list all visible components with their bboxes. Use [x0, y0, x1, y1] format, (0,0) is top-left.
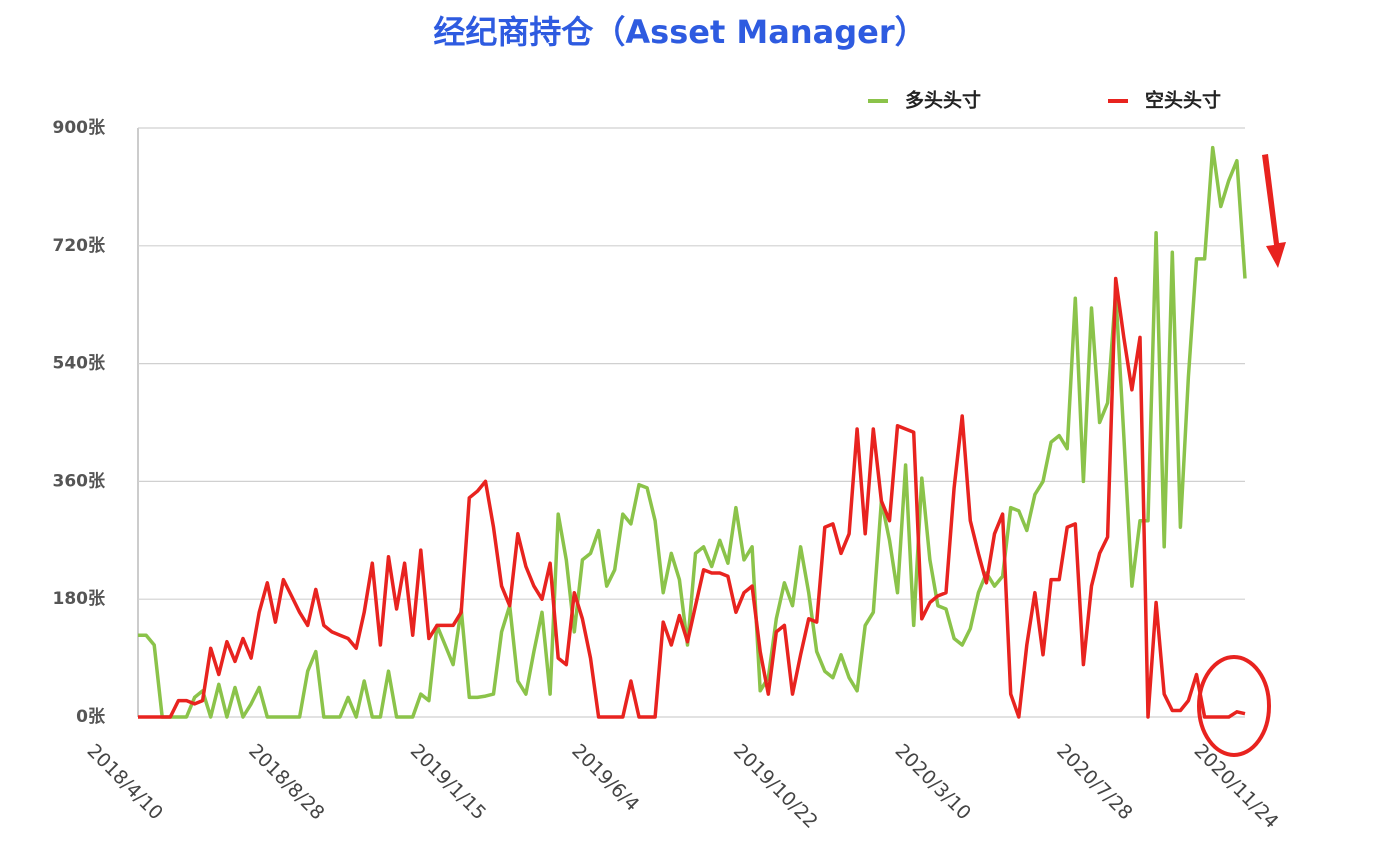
x-tick-label: 2020/3/10	[891, 740, 975, 824]
legend-label: 多头头寸	[905, 89, 981, 112]
y-tick-label: 900张	[53, 118, 106, 138]
annotation-arrow	[1262, 154, 1286, 268]
x-tick-label: 2019/1/15	[406, 740, 490, 824]
chart-title: 经纪商持仓（Asset Manager）	[433, 13, 926, 51]
y-tick-label: 720张	[53, 236, 106, 256]
legend-label: 空头头寸	[1145, 89, 1221, 112]
y-tick-label: 180张	[53, 589, 106, 609]
x-tick-label: 2019/6/4	[567, 740, 643, 816]
plot	[138, 145, 1247, 719]
y-tick-label: 540张	[53, 354, 106, 374]
annotation-circle	[1197, 655, 1271, 757]
y-tick-label: 360张	[53, 471, 106, 491]
x-tick-label: 2018/8/28	[244, 740, 328, 824]
x-tick-label: 2020/7/28	[1052, 740, 1136, 824]
y-tick-label: 0张	[76, 707, 106, 727]
grid: 0张 180张 360张 540张 720张 900张 2018/4/10 2018/8/28…	[53, 118, 1283, 833]
series-line	[138, 276, 1246, 719]
series-line	[138, 145, 1247, 719]
x-tick-label: 2019/10/22	[729, 740, 822, 833]
legend: 多头头寸 空头头寸	[868, 89, 1221, 112]
x-tick-label: 2018/4/10	[83, 740, 167, 824]
